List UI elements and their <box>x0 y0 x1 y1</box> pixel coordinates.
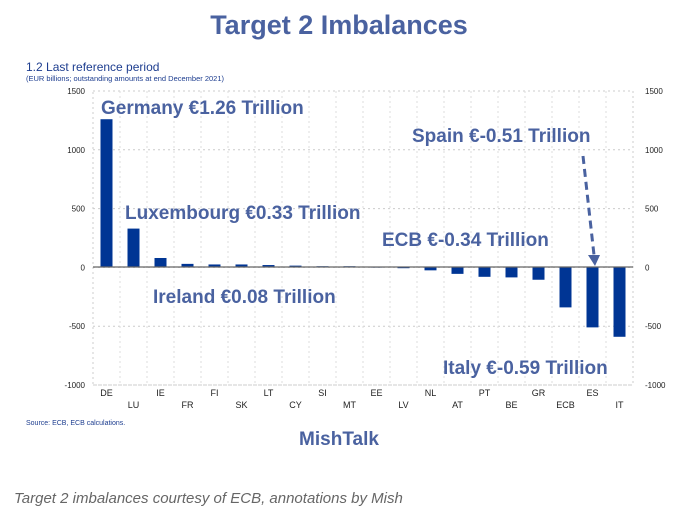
bar-sk <box>235 264 248 268</box>
x-tick-label: BE <box>505 400 517 410</box>
bar-be <box>505 267 518 278</box>
bar-lv <box>397 267 410 269</box>
chart-subtitle: (EUR billions; outstanding amounts at en… <box>26 74 225 83</box>
x-tick-label: LV <box>398 400 408 410</box>
spain-arrowhead <box>588 255 600 266</box>
bar-fr <box>181 263 194 268</box>
bar-de <box>100 119 113 268</box>
annotation-ireland: Ireland €0.08 Trillion <box>153 287 336 308</box>
x-tick-label: FI <box>211 388 219 398</box>
x-tick-label: IT <box>616 400 625 410</box>
brand-label: MishTalk <box>299 429 379 450</box>
y-tick-label-left: -500 <box>69 322 86 331</box>
bar-fi <box>208 264 221 268</box>
annotation-ecb: ECB €-0.34 Trillion <box>382 230 549 251</box>
bar-gr <box>532 267 545 280</box>
y-tick-label-left: -1000 <box>65 381 86 390</box>
bar-pt <box>478 267 491 277</box>
chart-title: 1.2 Last reference period <box>26 60 160 74</box>
x-tick-label: IE <box>156 388 165 398</box>
x-tick-label: EE <box>370 388 382 398</box>
bar-ie <box>154 257 167 268</box>
x-tick-label: ES <box>586 388 598 398</box>
x-tick-label: MT <box>343 400 356 410</box>
y-tick-label-left: 0 <box>81 263 86 272</box>
x-tick-label: AT <box>452 400 463 410</box>
y-tick-label-left: 1000 <box>67 146 85 155</box>
x-tick-label: PT <box>479 388 491 398</box>
bar-at <box>451 267 464 274</box>
bar-lu <box>127 228 140 268</box>
bar-it <box>613 267 626 337</box>
annotation-spain: Spain €-0.51 Trillion <box>412 126 590 147</box>
bar-chart: 1500 1500 1000 1000 500 500 0 0 -500 -500 -1000 -10… <box>65 87 666 410</box>
x-tick-label: LU <box>128 400 140 410</box>
annotation-luxembourg: Luxembourg €0.33 Trillion <box>125 203 360 224</box>
spain-arrow <box>581 155 596 256</box>
x-tick-label: SK <box>235 400 247 410</box>
y-tick-label-right: 0 <box>645 263 650 272</box>
bar-lt <box>262 265 275 268</box>
annotation-germany: Germany €1.26 Trillion <box>101 98 304 119</box>
bar-es <box>586 267 599 328</box>
chart-source: Source: ECB, ECB calculations. <box>26 420 126 427</box>
image-caption: Target 2 imbalances courtesy of ECB, ann… <box>14 490 403 507</box>
y-tick-label-right: 1000 <box>645 146 663 155</box>
y-tick-label-left: 500 <box>72 205 86 214</box>
y-tick-label-right: -1000 <box>645 381 666 390</box>
y-tick-label-right: 500 <box>645 205 659 214</box>
x-tick-label: GR <box>532 388 546 398</box>
x-tick-label: FR <box>182 400 194 410</box>
x-tick-label: SI <box>318 388 327 398</box>
x-tick-label: LT <box>264 388 274 398</box>
x-tick-label: DE <box>100 388 113 398</box>
x-tick-label: NL <box>425 388 437 398</box>
bar-ecb <box>559 267 572 308</box>
annotation-italy: Italy €-0.59 Trillion <box>443 358 608 379</box>
x-tick-label: CY <box>289 400 302 410</box>
y-tick-label-left: 1500 <box>67 87 85 96</box>
y-tick-label-right: -500 <box>645 322 662 331</box>
bar-nl <box>424 267 437 271</box>
page-title: Target 2 Imbalances <box>210 10 468 40</box>
x-tick-label: ECB <box>556 400 575 410</box>
y-tick-label-right: 1500 <box>645 87 663 96</box>
